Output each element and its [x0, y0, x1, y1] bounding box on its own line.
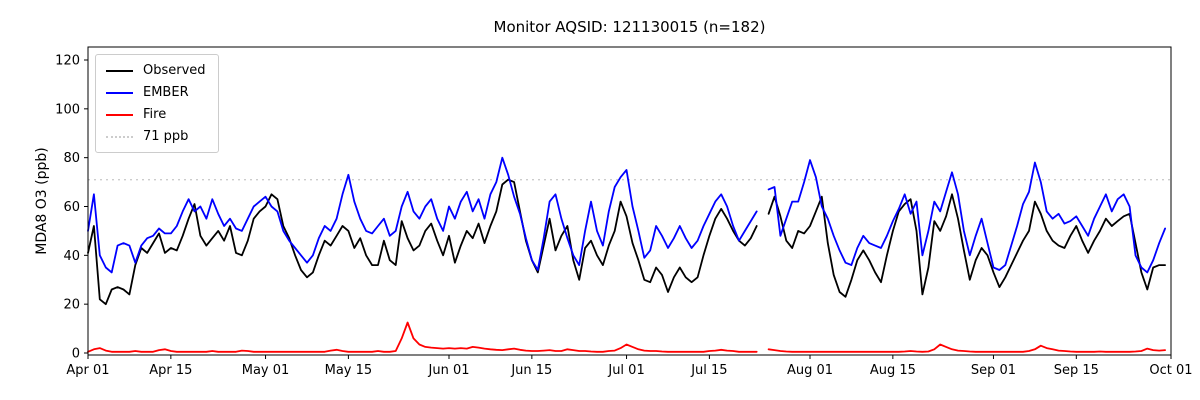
- legend-label: Fire: [143, 107, 167, 122]
- series-line-observed: [87, 178, 1166, 306]
- legend-swatch: [106, 69, 133, 72]
- legend-label: EMBER: [143, 85, 189, 100]
- x-tick-label: Jul 01: [607, 363, 644, 378]
- x-tick-label: Oct 01: [1149, 363, 1192, 378]
- x-tick-label: Apr 01: [66, 363, 109, 378]
- x-tick-label: Sep 15: [1054, 363, 1099, 378]
- legend-swatch: [106, 91, 133, 94]
- x-tick-label: May 01: [242, 363, 290, 378]
- legend: Observed EMBER Fire 71 ppb: [95, 54, 219, 153]
- series-line-fire: [87, 321, 1166, 353]
- y-tick-label: 80: [63, 151, 80, 166]
- legend-swatch: [106, 135, 133, 138]
- y-tick-label: 100: [55, 102, 80, 117]
- y-tick-label: 20: [63, 298, 80, 313]
- x-tick-label: Aug 01: [787, 363, 833, 378]
- axes-box: [87, 46, 1172, 356]
- legend-item-observed: Observed: [106, 63, 206, 78]
- x-tick-label: Apr 15: [149, 363, 192, 378]
- x-tick-label: Jun 01: [428, 363, 470, 378]
- chart-title: Monitor AQSID: 121130015 (n=182): [493, 18, 766, 36]
- x-tick-label: Jun 15: [510, 363, 552, 378]
- x-tick-label: Aug 15: [870, 363, 916, 378]
- x-tick-label: May 15: [325, 363, 373, 378]
- x-tick-label: Sep 01: [971, 363, 1016, 378]
- legend-item-71-ppb: 71 ppb: [106, 129, 206, 144]
- series-line-ember: [87, 156, 1166, 274]
- legend-swatch: [106, 113, 133, 116]
- y-tick-label: 0: [72, 347, 80, 362]
- y-tick-label: 120: [55, 54, 80, 69]
- legend-item-fire: Fire: [106, 107, 206, 122]
- legend-item-ember: EMBER: [106, 85, 206, 100]
- x-tick-label: Jul 15: [690, 363, 727, 378]
- legend-label: Observed: [143, 63, 206, 78]
- y-tick-label: 60: [63, 200, 80, 215]
- y-tick-label: 40: [63, 249, 80, 264]
- legend-label: 71 ppb: [143, 129, 189, 144]
